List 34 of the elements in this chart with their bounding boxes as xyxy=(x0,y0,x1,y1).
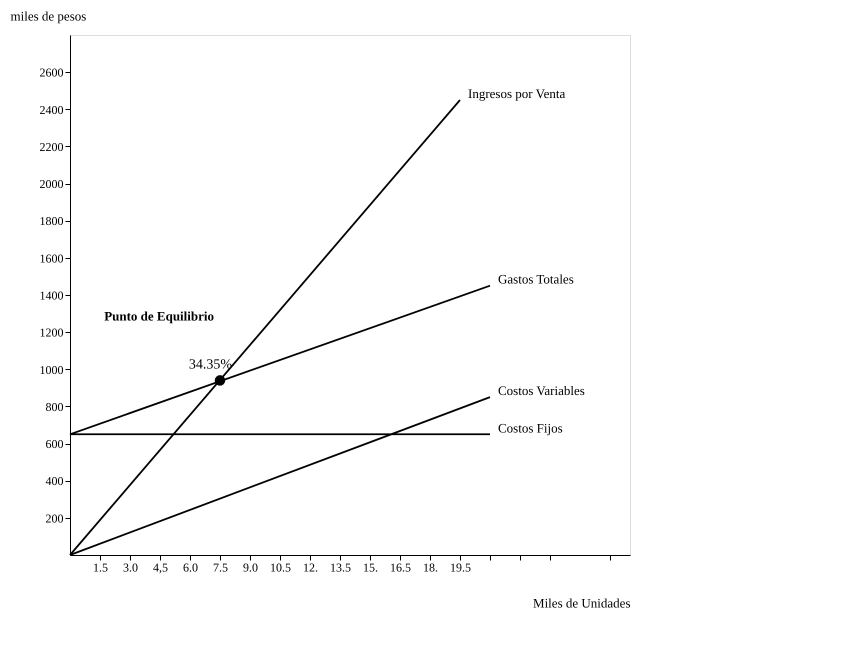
x-tick-label: 10.5 xyxy=(270,560,291,574)
y-tick-label: 800 xyxy=(46,400,64,414)
x-tick-label: 13.5 xyxy=(330,560,351,574)
y-tick-label: 2000 xyxy=(40,177,64,192)
x-tick-label: 9.0 xyxy=(243,560,258,574)
y-tick-label: 2600 xyxy=(40,66,64,80)
series-label: Costos Fijos xyxy=(498,420,563,436)
annotation: Punto de Equilibrio xyxy=(104,308,214,324)
y-tick-label: 2400 xyxy=(40,102,64,117)
y-axis-title: miles de pesos xyxy=(10,8,86,24)
series-label: Gastos Totales xyxy=(498,272,574,287)
x-tick-label: 18. xyxy=(423,560,438,574)
annotation: 34.35% xyxy=(188,357,232,372)
x-tick-label: 7.5 xyxy=(213,560,228,574)
y-tick-label: 200 xyxy=(46,511,64,526)
x-tick-label: 4,5 xyxy=(153,560,168,574)
x-tick-label: 3.0 xyxy=(123,560,138,574)
y-tick-label: 1200 xyxy=(40,326,64,340)
x-tick-label: 1.5 xyxy=(93,560,108,574)
x-tick-label: 15. xyxy=(363,560,378,574)
y-tick-label: 1600 xyxy=(40,251,64,266)
y-tick-label: 400 xyxy=(46,474,64,488)
x-axis-title: Miles de Unidades xyxy=(533,596,630,610)
series-label: Ingresos por Venta xyxy=(468,86,566,101)
y-tick-label: 600 xyxy=(46,437,64,452)
x-tick-label: 19.5 xyxy=(450,560,471,574)
x-tick-label: 12. xyxy=(303,560,318,574)
y-tick-label: 1800 xyxy=(40,214,64,228)
y-tick-label: 1000 xyxy=(40,362,64,377)
x-tick-label: 16.5 xyxy=(390,560,411,574)
y-tick-label: 2200 xyxy=(40,140,64,154)
y-tick-label: 1400 xyxy=(40,288,64,302)
series-label: Costos Variables xyxy=(498,383,585,398)
x-tick-label: 6.0 xyxy=(183,560,198,574)
